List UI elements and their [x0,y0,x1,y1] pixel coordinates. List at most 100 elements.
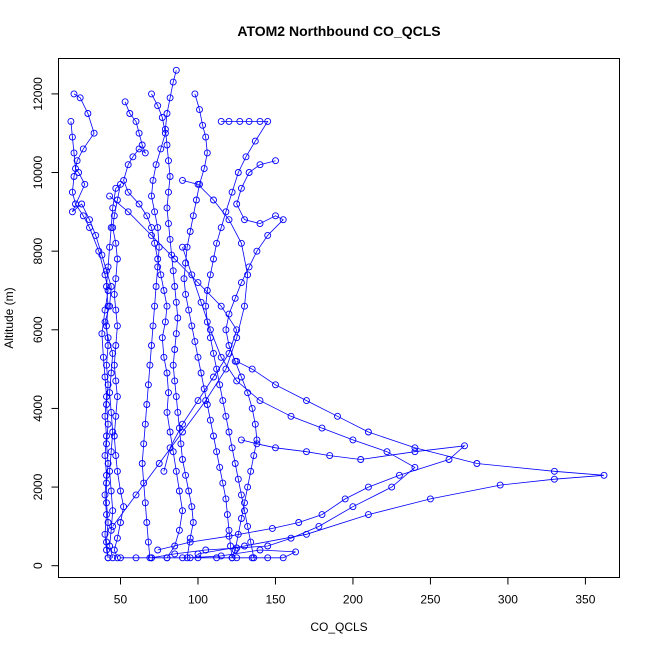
data-point [154,102,162,110]
data-point [241,216,248,224]
data-point [141,499,149,507]
data-point [104,519,112,526]
data-point [163,369,171,377]
data-point [334,412,341,420]
data-point [101,412,109,420]
data-point [113,393,121,401]
data-point [109,349,117,357]
data-point [98,251,106,259]
data-point [135,145,143,153]
data-point [256,397,264,405]
data-point [101,491,109,499]
data-point [222,326,230,334]
data-point [217,552,225,560]
data-point [179,507,186,515]
data-point [191,338,199,346]
data-point [126,110,134,117]
data-point [171,542,179,550]
data-point [217,302,225,310]
data-point [117,519,124,526]
data-point [225,428,233,436]
data-point [154,263,162,271]
data-point [106,389,114,397]
data-point [245,117,253,125]
chart-title: ATOM2 Northbound CO_QCLS [237,23,440,39]
data-point [225,216,233,224]
series-line [183,93,233,558]
data-point [151,208,159,216]
data-point [231,546,239,554]
series-line [157,439,466,551]
data-point [113,322,121,330]
data-point [103,432,110,440]
data-point [149,176,157,184]
data-point [73,157,81,165]
data-point [113,534,121,542]
data-point [160,287,168,294]
data-point [411,444,419,452]
data-point [188,322,196,330]
data-point [107,448,115,456]
data-series [154,436,468,554]
data-point [161,125,169,133]
data-point [158,114,166,121]
data-point [349,503,357,511]
data-point [237,279,245,287]
data-point [206,271,214,279]
data-point [272,381,279,389]
data-point [225,532,233,540]
data-point [98,330,106,338]
data-point [203,401,211,408]
data-point [473,460,481,467]
data-point [166,428,174,436]
data-point [68,208,76,216]
series-line [205,121,269,558]
data-point [217,117,225,125]
data-point [225,342,233,349]
data-series [117,546,300,562]
data-point [171,346,179,353]
data-point [107,526,115,534]
data-point [148,554,155,562]
data-point [185,306,193,314]
data-point [256,220,264,228]
data-point [148,192,155,200]
data-point [175,526,183,534]
data-point [256,161,264,169]
data-point [185,487,193,495]
data-point [109,224,117,232]
data-point [179,176,186,184]
data-point [112,377,120,385]
data-point [172,467,180,475]
series-line [123,101,183,559]
data-point [171,283,179,290]
data-point [233,554,241,562]
data-point [357,456,365,463]
data-point [120,503,128,511]
data-point [143,212,151,220]
data-series [180,90,236,562]
data-point [141,420,149,428]
data-point [163,204,171,212]
data-point [225,117,233,125]
data-point [600,471,608,479]
data-point [104,342,112,349]
data-point [163,302,171,310]
data-point [264,231,272,239]
data-point [112,306,120,314]
data-point [171,255,179,263]
data-point [241,499,248,507]
data-point [171,550,179,558]
data-point [179,554,186,562]
data-point [194,397,202,405]
data-point [203,287,211,294]
data-point [248,404,256,412]
data-point [163,141,171,149]
y-axis-label: Altitude (m) [2,287,16,348]
data-point [383,448,391,456]
data-point [237,515,245,522]
data-point [233,334,241,342]
data-point [188,271,196,279]
data-point [109,522,117,530]
data-point [349,436,357,444]
